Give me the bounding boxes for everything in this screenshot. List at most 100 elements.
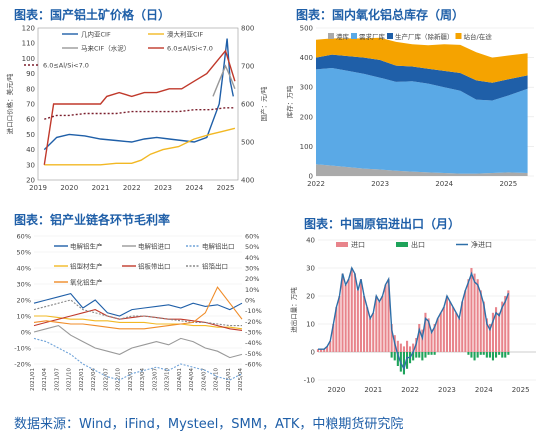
chart-title-alumina-inventory: 图表：国内氧化铝总库存（周） (296, 8, 465, 22)
x-tick-label: 2020 (60, 184, 78, 192)
x-tick-label: 2019 (29, 184, 47, 192)
x-tick-label: 2022/01 (79, 368, 85, 391)
import-bar (433, 324, 436, 352)
y-axis-label: 库存：万吨 (285, 85, 294, 118)
series-line (33, 292, 243, 317)
import-bar (412, 343, 415, 352)
y-left-tick-label: -20% (14, 361, 31, 369)
y-tick-label: 40 (306, 237, 315, 245)
y-left-tick-label: 80 (26, 85, 35, 93)
area-series (316, 37, 528, 83)
x-tick-label: 2024 (475, 386, 493, 394)
import-bar (424, 312, 427, 352)
y-tick-label: 500 (300, 25, 313, 33)
legend-label: 6.0≤Al/Si<7.0 (167, 45, 213, 53)
y-left-tick-label: 60% (17, 233, 31, 241)
chart-title-margins: 图表：铝产业链各环节毛利率 (14, 213, 171, 227)
series-line (33, 286, 243, 330)
x-tick-label: 2025 (512, 386, 530, 394)
legend-swatch (351, 33, 357, 39)
x-tick-label: 2024/07 (201, 368, 207, 391)
x-tick-label: 2022 (401, 386, 419, 394)
y-right-tick-label: -50% (245, 350, 262, 358)
import-bar (359, 279, 362, 352)
y-tick-label: 30 (306, 265, 315, 273)
import-bar (464, 290, 467, 352)
x-tick-label: 2021/10 (67, 368, 73, 391)
import-bar (384, 284, 387, 352)
import-bar (504, 296, 507, 352)
export-bar (479, 352, 482, 355)
import-bar (507, 290, 510, 352)
export-bar (418, 352, 421, 358)
import-bar (387, 279, 390, 352)
x-tick-label: 2024 (435, 180, 453, 188)
y-left-axis-label: 进口口价格：美元/吨 (5, 73, 14, 134)
legend-label: 电解铝生产 (70, 242, 103, 251)
y-left-tick-label: 120 (22, 25, 35, 33)
y-tick-label: -10 (304, 377, 315, 385)
x-tick-label: 2024/04 (189, 368, 195, 391)
y-right-tick-label: -40% (245, 339, 262, 347)
legend-label: 澳大利亚CIF (167, 30, 203, 39)
x-tick-label: 2023/04 (140, 368, 146, 391)
export-bar (482, 352, 485, 355)
legend-swatch (455, 33, 462, 39)
import-bar (350, 268, 353, 352)
legend-label: 净进口 (471, 240, 492, 249)
x-tick-label: 2024 (185, 184, 203, 192)
import-bar (335, 307, 338, 352)
y-tick-label: 300 (300, 84, 313, 92)
x-tick-label: 2021/07 (54, 368, 60, 391)
x-tick-label: 2021 (92, 184, 110, 192)
legend-label: 6.0≤Al/Si<7.0 (43, 62, 89, 70)
legend-label: 港库 (336, 32, 350, 41)
x-tick-label: 2025 (217, 184, 235, 192)
export-bar (504, 352, 507, 358)
import-bar (366, 307, 369, 352)
y-left-tick-label: 110 (22, 40, 35, 48)
series-line (44, 127, 236, 166)
series-line (33, 337, 243, 381)
export-bar (412, 352, 415, 361)
import-bar (369, 318, 372, 352)
export-bar (421, 352, 424, 361)
export-bar (473, 352, 476, 361)
y-right-tick-label: 0% (245, 297, 255, 305)
series-line (43, 38, 234, 151)
y-right-tick-label: 500 (241, 139, 254, 147)
import-bar (418, 324, 421, 352)
legend-label: 生产厂库（除新疆） (395, 32, 454, 41)
y-axis-label: 进出口量：万吨 (289, 287, 298, 333)
y-right-tick-label: 700 (241, 63, 254, 71)
import-bar (396, 340, 399, 352)
chart-bauxite: 20 30 40 50 60 70 80 90 100 110 120 400 500 600 700 800… (5, 25, 268, 193)
import-bar (473, 273, 476, 352)
y-right-axis-label: 国产：元/吨 (259, 86, 268, 121)
y-left-tick-label: -10% (14, 345, 31, 353)
y-left-tick-label: 90 (26, 70, 35, 78)
import-bar (495, 307, 498, 352)
import-bar (338, 296, 341, 352)
y-left-tick-label: 60 (26, 116, 35, 124)
area-series (316, 54, 528, 101)
export-bar (390, 352, 393, 358)
x-tick-label: 2023/10 (165, 368, 171, 391)
export-bar (396, 352, 399, 366)
x-tick-label: 2022 (307, 180, 325, 188)
import-bar (482, 301, 485, 352)
import-bar (316, 349, 319, 352)
import-bar (353, 273, 356, 352)
legend-label: 铝型材生产 (70, 262, 103, 271)
import-bar (442, 307, 445, 352)
import-bar (455, 312, 458, 352)
x-tick-label: 2021/04 (42, 368, 48, 391)
legend-swatch (396, 242, 408, 247)
import-bar (409, 346, 412, 352)
export-bar (406, 352, 409, 369)
legend-label: 几内亚CIF (81, 30, 111, 39)
y-left-tick-label: 10% (17, 313, 31, 321)
chart-title-trade: 图表：中国原铝进出口（月） (304, 217, 461, 231)
y-left-tick-label: 0% (21, 329, 31, 337)
y-right-tick-label: 600 (241, 101, 254, 109)
